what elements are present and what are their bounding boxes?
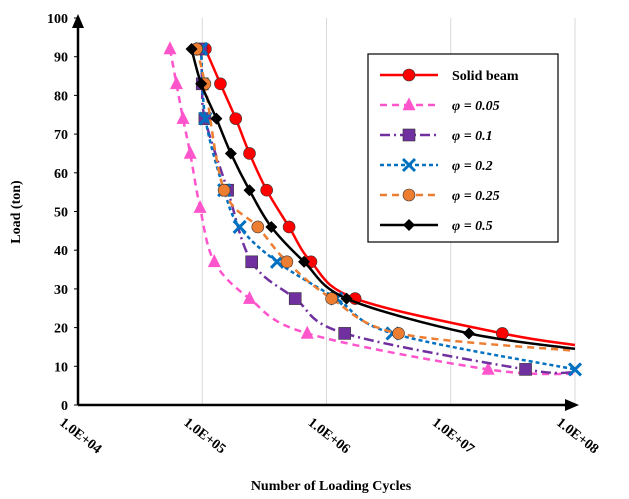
- y-tick-label: 10: [54, 360, 68, 375]
- x-tick-label: 1.0E+04: [56, 415, 104, 457]
- data-point: [402, 188, 416, 202]
- legend-item: φ = 0.2: [380, 157, 493, 174]
- y-tick-label: 80: [54, 89, 68, 104]
- data-point: [169, 76, 183, 90]
- data-point: [251, 220, 265, 234]
- data-point: [229, 112, 243, 125]
- series-6: [185, 42, 576, 351]
- series-2: [163, 41, 576, 376]
- data-point: [210, 112, 223, 125]
- y-tick-labels: 0 10 20 30 40 50 60 70 80 90 100: [47, 12, 78, 414]
- data-point: [183, 145, 197, 159]
- data-point: [338, 327, 351, 340]
- data-point: [300, 325, 314, 339]
- y-tick-label: 100: [47, 12, 68, 27]
- data-point: [163, 41, 177, 55]
- data-point: [245, 255, 258, 269]
- data-point: [340, 292, 353, 305]
- data-point: [243, 147, 256, 160]
- data-point: [193, 199, 207, 213]
- data-point: [207, 254, 221, 268]
- data-point: [265, 220, 278, 233]
- legend-label: φ = 0.2: [452, 159, 493, 174]
- data-point: [224, 147, 237, 160]
- y-tick-label: 30: [54, 283, 68, 298]
- data-point: [298, 255, 311, 268]
- legend-item: φ = 0.05: [380, 97, 500, 114]
- data-point: [402, 97, 416, 111]
- y-tick-label: 60: [54, 167, 68, 182]
- data-point: [195, 77, 208, 90]
- y-axis-title: Load (ton): [9, 180, 24, 244]
- series-layer: [163, 41, 583, 377]
- legend-label: φ = 0.25: [452, 189, 500, 204]
- legend: Solid beam φ = 0.05 φ = 0.1 φ = 0.2 φ = 0.25…: [367, 53, 559, 243]
- y-tick-label: 90: [54, 51, 68, 66]
- data-point: [280, 255, 294, 269]
- x-tick-labels: 1.0E+04 1.0E+05 1.0E+06 1.0E+07 1.0E+08: [56, 415, 601, 457]
- x-axis-title: Number of Loading Cycles: [251, 479, 412, 494]
- legend-label: Solid beam: [452, 69, 519, 84]
- data-point: [198, 111, 213, 126]
- data-point: [519, 363, 532, 376]
- legend-box: [367, 53, 559, 243]
- legend-label: φ = 0.5: [452, 219, 493, 234]
- x-axis-arrow: [565, 399, 579, 411]
- data-point: [403, 219, 415, 231]
- y-tick-label: 40: [54, 244, 68, 259]
- data-point: [402, 68, 416, 82]
- x-tick-label: 1.0E+07: [429, 415, 477, 457]
- y-tick-label: 50: [54, 206, 68, 221]
- data-point: [462, 327, 475, 340]
- legend-item: φ = 0.1: [380, 128, 493, 144]
- data-point: [232, 219, 247, 235]
- y-tick-label: 0: [61, 399, 68, 414]
- x-tick-label: 1.0E+08: [553, 415, 601, 457]
- y-tick-label: 20: [54, 322, 68, 337]
- x-tick-label: 1.0E+06: [305, 415, 353, 457]
- y-axis-arrow: [72, 14, 84, 28]
- series-line: [195, 48, 576, 353]
- data-point: [269, 254, 285, 269]
- axes: [72, 14, 579, 411]
- data-point: [325, 292, 338, 305]
- data-point: [217, 183, 231, 197]
- series-5: [190, 42, 576, 353]
- data-point: [214, 77, 227, 91]
- x-tick-label: 1.0E+05: [181, 415, 229, 457]
- data-point: [481, 361, 495, 375]
- y-tick-label: 70: [54, 128, 68, 143]
- data-point: [402, 128, 416, 142]
- data-point: [401, 157, 417, 173]
- data-point: [243, 184, 256, 197]
- data-point: [392, 327, 405, 340]
- data-point: [288, 292, 302, 305]
- data-point: [282, 220, 296, 234]
- data-point: [243, 290, 256, 304]
- data-point: [260, 183, 273, 197]
- legend-item: φ = 0.5: [380, 219, 493, 234]
- data-point: [185, 42, 198, 55]
- data-point: [567, 362, 583, 377]
- legend-item: φ = 0.25: [380, 188, 500, 204]
- data-point: [176, 110, 190, 124]
- legend-item: Solid beam: [380, 68, 519, 84]
- legend-label: φ = 0.1: [452, 129, 493, 144]
- legend-label: φ = 0.05: [452, 99, 500, 114]
